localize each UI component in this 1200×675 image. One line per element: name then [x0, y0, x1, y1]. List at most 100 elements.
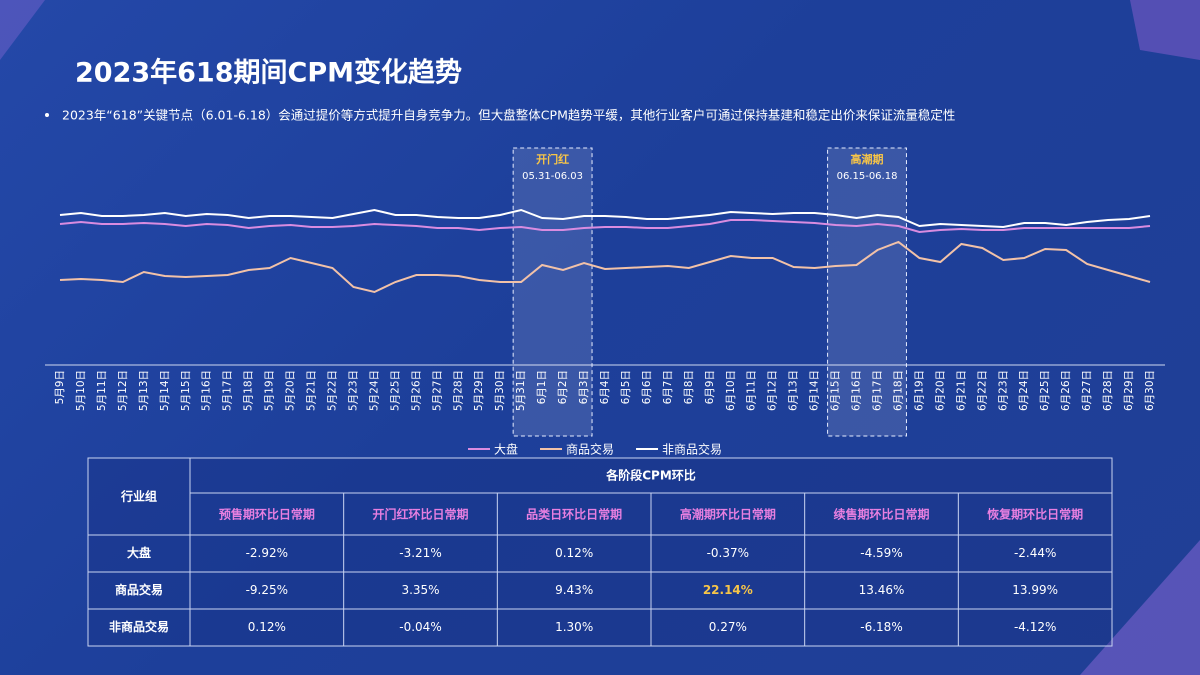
x-tick-label: 6月8日 [683, 370, 695, 404]
x-tick-label: 6月5日 [620, 370, 632, 404]
table-cell: 0.12% [555, 546, 593, 560]
x-tick-label: 5月22日 [327, 370, 339, 411]
x-tick-label: 6月18日 [892, 370, 904, 411]
table-cell: 3.35% [401, 583, 439, 597]
x-tick-label: 6月23日 [997, 370, 1009, 411]
table-cell: -2.92% [246, 546, 288, 560]
decor [0, 0, 45, 60]
decor [1080, 540, 1200, 675]
row-header: 商品交易 [115, 582, 163, 597]
column-header: 预售期环比日常期 [219, 507, 315, 522]
x-tick-label: 5月12日 [117, 370, 129, 411]
legend-label: 商品交易 [566, 442, 614, 457]
title: 2023年618期间CPM变化趋势 [75, 57, 462, 89]
x-tick-label: 5月28日 [452, 370, 464, 411]
table-cell: -4.12% [1014, 620, 1056, 634]
x-tick-label: 6月26日 [1060, 370, 1072, 411]
line [59, 240, 1151, 294]
x-tick-label: 6月25日 [1039, 370, 1051, 411]
table-cell: 0.12% [248, 620, 286, 634]
column-header: 续售期环比日常期 [833, 507, 929, 522]
x-tick-label: 5月17日 [222, 370, 234, 411]
row-header: 非商品交易 [109, 619, 169, 634]
x-tick-label: 5月10日 [75, 370, 87, 411]
x-tick-label: 6月17日 [872, 370, 884, 411]
x-tick-label: 5月13日 [138, 370, 150, 411]
decor [1130, 0, 1200, 60]
table-cell: -0.04% [399, 620, 441, 634]
column-header: 开门红环比日常期 [372, 507, 468, 522]
x-tick-label: 6月16日 [851, 370, 863, 411]
x-tick-label: 6月24日 [1018, 370, 1030, 411]
table-cell: 0.27% [709, 620, 747, 634]
x-tick-label: 5月30日 [494, 370, 506, 411]
x-tick-label: 5月21日 [306, 370, 318, 411]
table-cell: 22.14% [703, 583, 753, 597]
x-tick-label: 5月11日 [96, 370, 108, 411]
x-tick-label: 5月26日 [410, 370, 422, 411]
column-header: 品类日环比日常期 [526, 507, 622, 522]
x-tick-label: 6月22日 [976, 370, 988, 411]
x-tick-label: 6月20日 [934, 370, 946, 411]
table-cell: 9.43% [555, 583, 593, 597]
x-tick-label: 5月15日 [180, 370, 192, 411]
highlight-box [512, 147, 593, 437]
line [59, 208, 1151, 229]
x-tick-label: 6月28日 [1102, 370, 1114, 411]
x-tick-label: 6月6日 [641, 370, 653, 404]
x-tick-label: 6月30日 [1144, 370, 1156, 411]
x-tick-label: 6月4日 [599, 370, 611, 404]
x-tick-label: 6月15日 [830, 370, 842, 411]
table-cell: -0.37% [707, 546, 749, 560]
x-tick-label: 5月9日 [54, 370, 66, 404]
table-cell: 13.99% [1012, 583, 1058, 597]
x-tick-label: 5月18日 [243, 370, 255, 411]
annotation-label: 高潮期 [851, 152, 884, 166]
table-group-header: 各阶段CPM环比 [605, 468, 696, 483]
x-tick-label: 6月3日 [578, 370, 590, 404]
table-cell: 1.30% [555, 620, 593, 634]
x-tick-label: 5月23日 [347, 370, 359, 411]
bullet [45, 113, 49, 117]
x-tick-label: 5月29日 [473, 370, 485, 411]
annotation-range: 05.31-06.03 [522, 171, 583, 182]
table-cell: -6.18% [860, 620, 902, 634]
x-tick-label: 6月19日 [913, 370, 925, 411]
chart: 开门红 05.31-06.03 高潮期 06.15-06.18 5月9日 5月10日 5月1… [54, 147, 1156, 457]
table-corner: 行业组 [120, 489, 157, 504]
legend-label: 大盘 [494, 442, 518, 457]
x-tick-label: 6月7日 [662, 370, 674, 404]
highlight-box [827, 147, 907, 437]
x-tick-label: 6月11日 [746, 370, 758, 411]
subtitle: 2023年“618”关键节点（6.01-6.18）会通过提价等方式提升自身竞争力… [62, 108, 955, 123]
x-tick-label: 6月2日 [557, 370, 569, 404]
table-cell: 13.46% [859, 583, 905, 597]
x-tick-label: 5月14日 [159, 370, 171, 411]
table-frame [87, 457, 1113, 647]
column-header: 恢复期环比日常期 [987, 507, 1083, 522]
x-tick-label: 6月13日 [788, 370, 800, 411]
x-tick-label: 5月16日 [201, 370, 213, 411]
legend-label: 非商品交易 [662, 442, 722, 457]
line [59, 219, 1151, 234]
table-cell: -3.21% [399, 546, 441, 560]
x-tick-label: 5月19日 [264, 370, 276, 411]
x-tick-label: 5月20日 [285, 370, 297, 411]
row-header: 大盘 [127, 545, 151, 560]
x-tick-label: 6月14日 [809, 370, 821, 411]
x-tick-label: 5月27日 [431, 370, 443, 411]
table-cell: -4.59% [860, 546, 902, 560]
x-tick-label: 5月31日 [515, 370, 527, 411]
x-tick-label: 6月12日 [767, 370, 779, 411]
x-tick-label: 6月10日 [725, 370, 737, 411]
x-tick-label: 6月29日 [1123, 370, 1135, 411]
x-tick-label: 6月21日 [955, 370, 967, 411]
x-tick-label: 6月27日 [1081, 370, 1093, 411]
x-tick-label: 6月9日 [704, 370, 716, 404]
annotation-label: 开门红 [536, 152, 569, 166]
x-tick-label: 5月25日 [389, 370, 401, 411]
